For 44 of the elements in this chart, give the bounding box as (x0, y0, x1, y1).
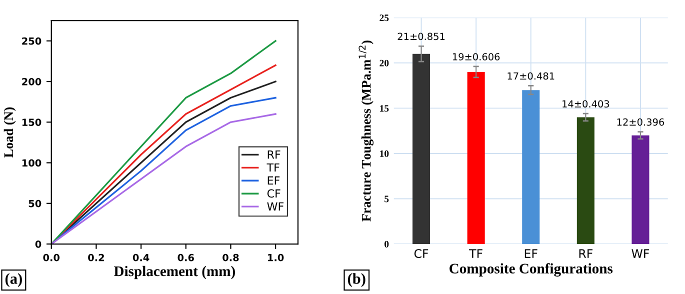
bar (467, 72, 485, 244)
legend-label: RF (268, 150, 280, 159)
y-tick-label: 20 (380, 60, 389, 66)
x-tick-label: 0.4 (132, 254, 150, 262)
text: (b) (348, 273, 366, 287)
x-tick-label: 0.8 (222, 254, 239, 262)
x-tick-label: EF (524, 249, 538, 258)
y-tick-label: 25 (380, 14, 389, 22)
bar (632, 135, 650, 244)
legend-label: EF (268, 176, 280, 185)
y-tick-label: 10 (380, 150, 389, 157)
x-axis-title: Composite Configurations (450, 263, 613, 277)
data-label: 12±0.396 (617, 118, 664, 126)
y-tick-label: 0 (35, 240, 42, 248)
x-tick-label: 1.0 (268, 254, 284, 262)
text: (a) (5, 273, 22, 287)
data-label: 17±0.481 (508, 72, 554, 80)
y-axis-title: Load (N) (4, 107, 16, 158)
y-tick-label: 15 (380, 105, 389, 112)
bar (576, 117, 594, 244)
y-tick-label: 5 (384, 196, 389, 202)
y-tick-label: 0 (384, 240, 389, 248)
data-label: 19±0.606 (452, 53, 500, 60)
bar (412, 54, 430, 244)
x-tick-label: 0.6 (178, 254, 194, 262)
y-tick-label: 200 (22, 78, 42, 86)
x-tick-label: RF (579, 249, 592, 258)
data-label: 21±0.851 (398, 32, 445, 40)
y-tick-label: 50 (28, 200, 42, 208)
y-tick-label: 250 (22, 37, 42, 45)
y-tick-label: 100 (22, 159, 42, 167)
x-tick-label: WF (632, 249, 650, 258)
y-tick-label: 150 (22, 118, 42, 126)
x-tick-label: 0.2 (88, 254, 104, 262)
y-axis-title: Fracture Toughness (MPa.m$^{1/2}$) (358, 40, 374, 222)
legend-label: TF (266, 163, 280, 172)
legend-label: WF (267, 202, 284, 210)
x-axis-title: Displacement (mm) (114, 266, 235, 280)
x-tick-label: 0.0 (43, 254, 60, 262)
x-tick-label: TF (469, 249, 482, 258)
bar (522, 90, 540, 244)
legend-label: CF (267, 189, 280, 198)
data-label: 14±0.403 (562, 100, 610, 108)
x-tick-label: CF (414, 249, 428, 258)
